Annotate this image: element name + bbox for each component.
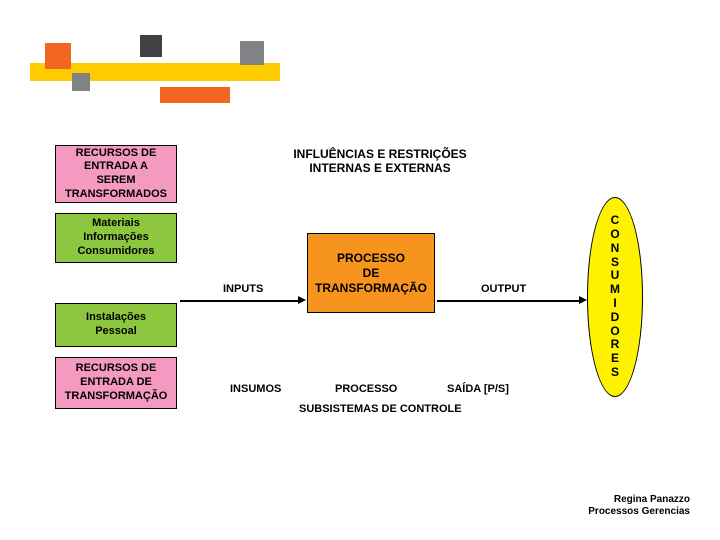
influences-line1: INFLUÊNCIAS E RESTRIÇÕES xyxy=(293,147,466,161)
cons-10: E xyxy=(611,352,619,366)
deco-bar-red xyxy=(160,87,230,103)
label-processo: PROCESSO xyxy=(335,383,397,395)
cons-6: I xyxy=(613,297,616,311)
footer-credit: Regina Panazzo Processos Gerencias xyxy=(588,494,690,518)
footer-subject: Processos Gerencias xyxy=(588,506,690,517)
cons-11: S xyxy=(611,366,619,380)
arrow-inputs xyxy=(180,300,298,302)
cons-2: N xyxy=(611,242,620,256)
n5-l0: PROCESSO xyxy=(337,251,405,266)
n5-l1: DE xyxy=(363,266,380,281)
deco-square-4 xyxy=(240,41,264,65)
n4-l1: ENTRADA DE xyxy=(80,376,152,390)
label-insumos: INSUMOS xyxy=(230,383,281,395)
cons-8: O xyxy=(610,325,619,339)
node-instalacoes: Instalações Pessoal xyxy=(55,303,177,347)
n2-l0: Materiais xyxy=(92,217,140,231)
arrow-output-head xyxy=(579,296,587,304)
inputs-label: INPUTS xyxy=(223,283,263,295)
node-processo-transformacao: PROCESSO DE TRANSFORMAÇÃO xyxy=(307,233,435,313)
n2-l2: Consumidores xyxy=(77,245,154,259)
n1-l1: ENTRADA A xyxy=(84,160,148,174)
n1-l3: TRANSFORMADOS xyxy=(65,188,167,202)
deco-square-1 xyxy=(45,43,71,69)
label-saida: SAÍDA [P/S] xyxy=(447,383,509,395)
cons-7: D xyxy=(611,311,620,325)
consumers-ellipse: C O N S U M I D O R E S xyxy=(587,197,643,397)
n1-l2: SEREM xyxy=(96,174,135,188)
node-recursos-transformacao: RECURSOS DE ENTRADA DE TRANSFORMAÇÃO xyxy=(55,357,177,409)
n4-l0: RECURSOS DE xyxy=(76,362,157,376)
label-subsistemas: SUBSISTEMAS DE CONTROLE xyxy=(299,403,462,415)
arrow-inputs-head xyxy=(298,296,306,304)
n5-l2: TRANSFORMAÇÃO xyxy=(315,281,427,296)
header-decoration xyxy=(30,35,290,95)
cons-3: S xyxy=(611,256,619,270)
arrow-output xyxy=(437,300,579,302)
node-recursos-transformados: RECURSOS DE ENTRADA A SEREM TRANSFORMADO… xyxy=(55,145,177,203)
cons-5: M xyxy=(610,283,620,297)
process-diagram: INFLUÊNCIAS E RESTRIÇÕES INTERNAS E EXTE… xyxy=(55,145,685,480)
influences-line2: INTERNAS E EXTERNAS xyxy=(309,161,450,175)
cons-9: R xyxy=(611,338,620,352)
n4-l2: TRANSFORMAÇÃO xyxy=(65,390,168,404)
n1-l0: RECURSOS DE xyxy=(76,147,157,161)
footer-author: Regina Panazzo xyxy=(614,494,690,505)
deco-square-2 xyxy=(72,73,90,91)
n3-l1: Pessoal xyxy=(95,325,137,339)
influences-label: INFLUÊNCIAS E RESTRIÇÕES INTERNAS E EXTE… xyxy=(265,147,495,175)
cons-1: O xyxy=(610,228,619,242)
deco-square-3 xyxy=(140,35,162,57)
node-materiais: Materiais Informações Consumidores xyxy=(55,213,177,263)
n3-l0: Instalações xyxy=(86,311,146,325)
cons-4: U xyxy=(611,269,620,283)
n2-l1: Informações xyxy=(83,231,148,245)
output-label: OUTPUT xyxy=(481,283,526,295)
cons-0: C xyxy=(611,214,620,228)
